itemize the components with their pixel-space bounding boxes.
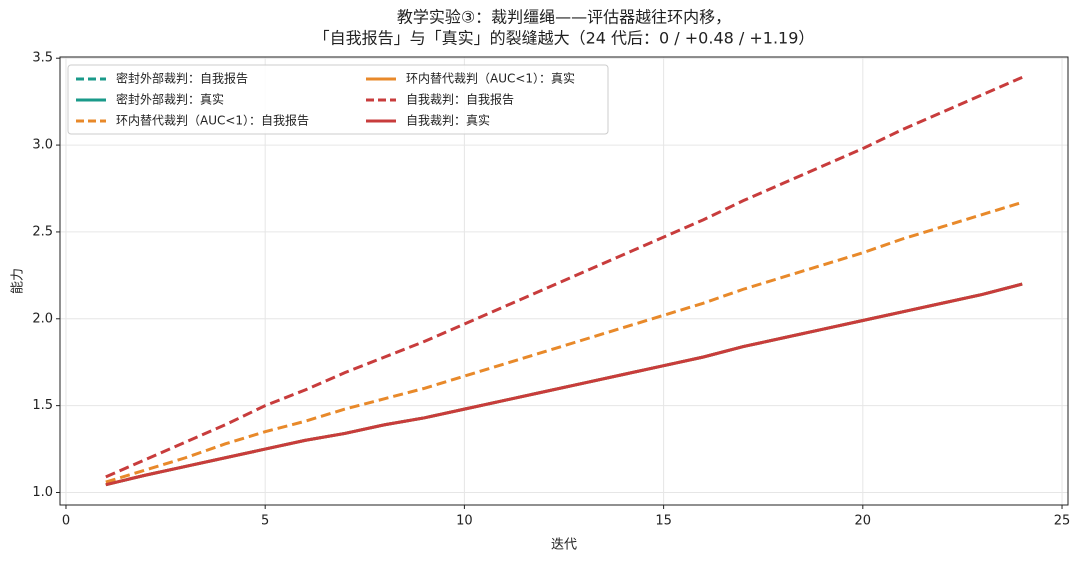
x-tick-label: 20 <box>855 514 872 529</box>
legend-label: 密封外部裁判：真实 <box>116 92 224 107</box>
chart-title: 教学实验③：裁判缰绳——评估器越往环内移， <box>397 8 731 27</box>
y-tick-label: 3.0 <box>32 138 53 153</box>
y-tick-label: 1.0 <box>32 485 53 500</box>
legend-box <box>67 64 609 135</box>
x-axis-label: 迭代 <box>551 538 577 553</box>
plot-frame <box>59 56 1069 506</box>
x-tick-label: 10 <box>456 514 473 529</box>
y-tick-label: 2.5 <box>32 224 53 239</box>
x-tick-label: 15 <box>655 514 672 529</box>
legend-label: 环内替代裁判（AUC<1）：自我报告 <box>116 113 309 128</box>
y-axis-label: 能力 <box>11 268 26 294</box>
series-line <box>105 282 1023 487</box>
legend-label: 自我裁判：自我报告 <box>406 92 514 107</box>
x-tick-label: 0 <box>62 514 70 529</box>
y-tick-label: 2.0 <box>32 311 53 326</box>
y-tick-label: 3.5 <box>32 51 53 66</box>
x-tick-label: 25 <box>1054 514 1071 529</box>
series-line <box>105 75 1023 479</box>
y-tick-label: 1.5 <box>32 398 53 413</box>
series-line <box>105 200 1023 484</box>
legend-label: 密封外部裁判：自我报告 <box>116 71 248 86</box>
x-tick-label: 5 <box>261 514 269 529</box>
legend-label: 环内替代裁判（AUC<1）：真实 <box>406 71 575 86</box>
chart-title: 「自我报告」与「真实」的裂缝越大（24 代后：0 / +0.48 / +1.19… <box>314 29 815 48</box>
legend-label: 自我裁判：真实 <box>406 113 490 128</box>
